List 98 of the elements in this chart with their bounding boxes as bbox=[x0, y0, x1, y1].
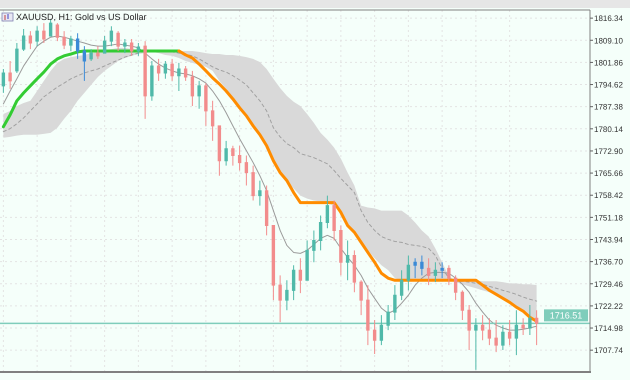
y-tick-label: 1794.62 bbox=[594, 80, 624, 90]
candlestick bbox=[102, 35, 106, 54]
candlestick bbox=[224, 140, 228, 166]
candlestick bbox=[454, 274, 458, 301]
candlestick bbox=[2, 68, 6, 94]
candlestick bbox=[460, 290, 464, 321]
candlestick bbox=[440, 262, 444, 279]
candlestick bbox=[110, 26, 114, 47]
y-tick-label: 1714.98 bbox=[594, 324, 624, 334]
y-tick-label: 1801.86 bbox=[594, 58, 624, 68]
candlestick bbox=[218, 125, 222, 176]
candlestick bbox=[136, 42, 140, 56]
candlestick bbox=[393, 284, 397, 321]
y-tick-label: 1809.10 bbox=[594, 36, 624, 46]
y-tick-label: 1729.46 bbox=[594, 280, 624, 289]
y-tick-label: 1722.22 bbox=[594, 302, 624, 311]
candlestick bbox=[76, 32, 80, 60]
candlestick bbox=[15, 42, 19, 74]
candlestick bbox=[244, 155, 248, 186]
candlestick bbox=[204, 82, 208, 126]
candlestick bbox=[305, 240, 309, 281]
candlestick bbox=[82, 46, 86, 82]
candlestick bbox=[426, 258, 430, 286]
y-tick-label: 1816.34 bbox=[594, 14, 624, 24]
candlestick bbox=[184, 65, 188, 82]
candlestick bbox=[251, 165, 255, 201]
candlestick bbox=[298, 258, 302, 294]
candlestick bbox=[352, 250, 356, 293]
candlestick bbox=[406, 255, 410, 291]
candlestick bbox=[312, 230, 316, 263]
candlestick bbox=[130, 38, 134, 56]
candlestick bbox=[156, 58, 160, 82]
candlestick bbox=[386, 304, 390, 331]
y-tick-label: 1736.70 bbox=[594, 258, 624, 267]
candlestick bbox=[28, 30, 32, 50]
y-tick-label: 1780.14 bbox=[594, 124, 624, 134]
candlestick bbox=[8, 60, 12, 90]
candlestick bbox=[89, 48, 93, 62]
candlestick bbox=[480, 314, 484, 341]
candlestick bbox=[346, 240, 350, 281]
candlestick bbox=[272, 225, 276, 301]
y-tick-label: 1751.18 bbox=[594, 213, 624, 222]
candlestick bbox=[96, 46, 100, 60]
candlestick bbox=[494, 320, 498, 353]
candlestick bbox=[35, 26, 39, 47]
candlestick bbox=[62, 30, 66, 50]
candlestick bbox=[318, 214, 322, 251]
y-tick-label: 1743.94 bbox=[594, 235, 624, 244]
candlestick bbox=[292, 264, 296, 301]
candlestick bbox=[197, 80, 201, 110]
candlestick bbox=[150, 60, 154, 102]
candlestick bbox=[164, 60, 168, 80]
candlestick bbox=[123, 38, 127, 54]
candlestick bbox=[190, 70, 194, 107]
candlestick bbox=[366, 284, 370, 346]
candlestick bbox=[285, 280, 289, 311]
candlestick bbox=[231, 145, 235, 166]
candlestick bbox=[467, 304, 471, 350]
y-tick-label: 1772.90 bbox=[594, 146, 624, 156]
candlestick bbox=[501, 324, 505, 350]
y-tick-label: 1707.74 bbox=[594, 346, 624, 356]
candlestick bbox=[170, 58, 174, 82]
candlestick bbox=[528, 304, 532, 336]
candlestick bbox=[420, 255, 424, 276]
candlestick bbox=[264, 184, 268, 236]
candlestick bbox=[177, 62, 181, 92]
candlestick bbox=[210, 100, 214, 142]
candlestick bbox=[488, 318, 492, 346]
candlestick bbox=[508, 320, 512, 346]
candlestick bbox=[400, 270, 404, 301]
line-series bbox=[2, 49, 180, 128]
candlestick bbox=[326, 195, 330, 229]
candlestick bbox=[534, 310, 538, 346]
candlestick bbox=[447, 264, 451, 286]
candlestick bbox=[42, 22, 46, 44]
candlestick bbox=[258, 180, 262, 206]
y-tick-label: 1758.42 bbox=[594, 191, 624, 200]
y-tick-label: 1765.66 bbox=[594, 169, 624, 178]
candlestick bbox=[278, 274, 282, 323]
candlestick bbox=[521, 318, 525, 336]
chart-title: XAUUSD, H1: Gold vs US Dollar bbox=[16, 12, 147, 22]
candlestick bbox=[339, 225, 343, 276]
candlestick bbox=[474, 318, 478, 370]
candlestick bbox=[238, 145, 242, 172]
candlestick bbox=[56, 22, 60, 42]
candlestick bbox=[143, 40, 147, 120]
y-tick-label: 1787.38 bbox=[594, 102, 624, 112]
candlestick bbox=[69, 35, 73, 52]
candlestick bbox=[434, 262, 438, 283]
candlestick bbox=[359, 280, 363, 316]
candlestick bbox=[332, 200, 336, 242]
candlestick bbox=[380, 314, 384, 346]
candlestick bbox=[22, 28, 26, 52]
candlestick bbox=[372, 320, 376, 354]
candlestick bbox=[413, 258, 417, 279]
ref-line-label: 1716.51 bbox=[550, 310, 582, 320]
candlestick bbox=[514, 310, 518, 356]
candlestick bbox=[116, 30, 120, 52]
